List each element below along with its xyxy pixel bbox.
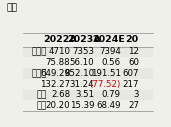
Text: 倍）: 倍） [36,90,47,99]
Text: （元）: （元） [31,69,47,78]
Text: 15.39: 15.39 [70,101,94,110]
Text: 时）: 时） [7,4,18,13]
Bar [23,46,153,57]
Bar [23,68,153,79]
Text: 0.79: 0.79 [102,90,121,99]
Text: 率）: 率） [36,101,47,110]
Text: 649.29: 649.29 [41,69,70,78]
Text: 20: 20 [125,35,138,44]
Text: 60: 60 [128,58,139,67]
Text: 2023A: 2023A [67,35,101,44]
Text: (77.52): (77.52) [90,80,121,89]
Text: 7394: 7394 [99,47,121,56]
Text: 31.24: 31.24 [70,80,94,89]
Text: 217: 217 [123,80,139,89]
Text: 20.20: 20.20 [46,101,70,110]
Text: 2.68: 2.68 [51,90,70,99]
Text: 75.88: 75.88 [46,58,70,67]
Text: 56.10: 56.10 [70,58,94,67]
Text: 68.49: 68.49 [96,101,121,110]
Text: 2022A: 2022A [43,35,77,44]
Text: 191.51: 191.51 [91,69,121,78]
Text: 3.51: 3.51 [75,90,94,99]
Text: 2024E: 2024E [92,35,125,44]
Text: 3: 3 [134,90,139,99]
Text: 4710: 4710 [48,47,70,56]
Text: （元）: （元） [31,47,47,56]
Bar [23,90,153,100]
Text: 27: 27 [128,101,139,110]
Text: 0.56: 0.56 [102,58,121,67]
Text: 132.27: 132.27 [40,80,70,89]
Text: 12: 12 [128,47,139,56]
Text: 7353: 7353 [72,47,94,56]
Text: 607: 607 [123,69,139,78]
Text: 852.10: 852.10 [64,69,94,78]
